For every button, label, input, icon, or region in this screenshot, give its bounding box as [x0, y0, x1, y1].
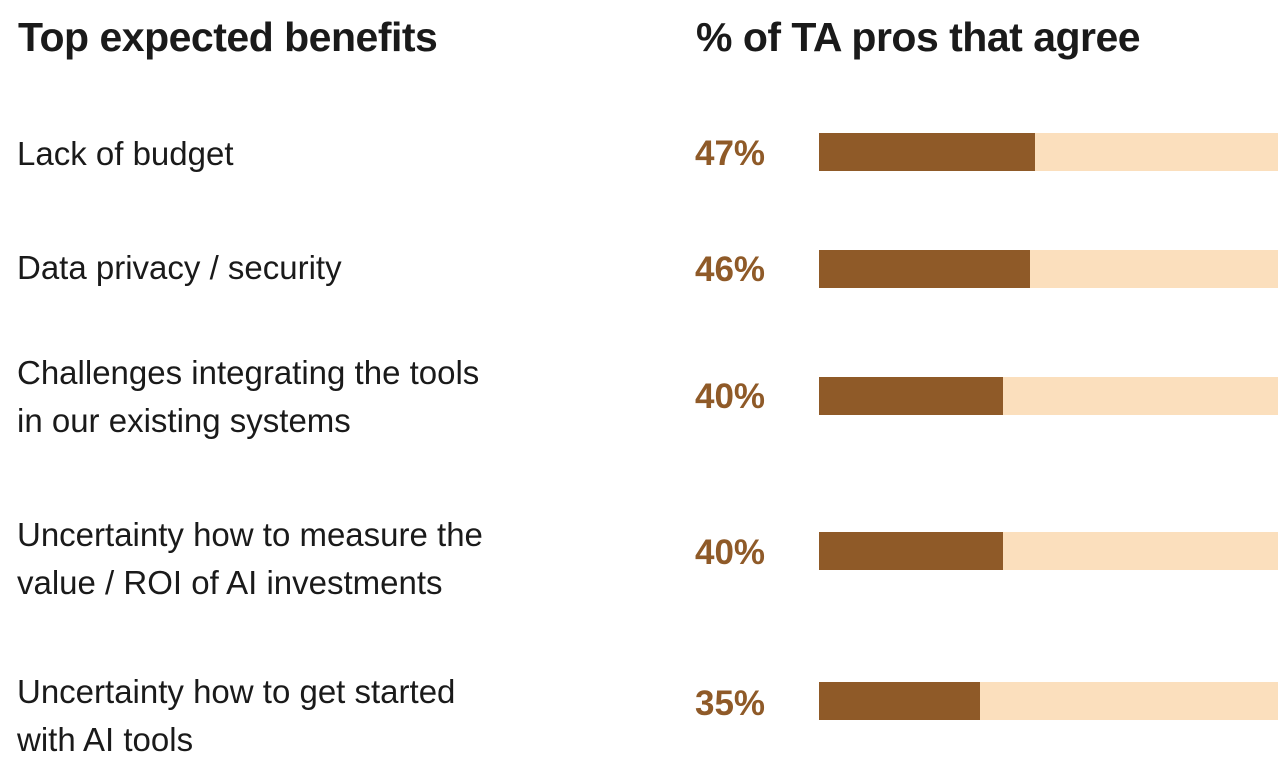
- category-label: Lack of budget: [17, 135, 234, 172]
- bar: [819, 532, 1003, 570]
- category-label: Challenges integrating the tools in our …: [17, 354, 480, 439]
- category-label: Data privacy / security: [17, 249, 342, 286]
- value-label: 47%: [695, 134, 766, 173]
- bar-track: [819, 682, 1278, 720]
- category-label: Uncertainty how to get started with AI t…: [17, 673, 456, 758]
- value-label: 46%: [695, 250, 766, 289]
- bar-track: [819, 377, 1278, 415]
- bar: [819, 682, 980, 720]
- bar: [819, 250, 1031, 288]
- bar-track: [819, 532, 1278, 570]
- value-label: 35%: [695, 684, 766, 723]
- bar: [819, 377, 1003, 415]
- bar: [819, 133, 1035, 171]
- bar-track: [819, 250, 1278, 288]
- percent-column-header: % of TA pros that agree: [696, 14, 1141, 60]
- category-label: Uncertainty how to measure the value / R…: [17, 516, 483, 601]
- value-label: 40%: [695, 533, 766, 572]
- bar-track: [819, 133, 1278, 171]
- benefits-column-header: Top expected benefits: [18, 14, 438, 60]
- value-label: 40%: [695, 377, 766, 416]
